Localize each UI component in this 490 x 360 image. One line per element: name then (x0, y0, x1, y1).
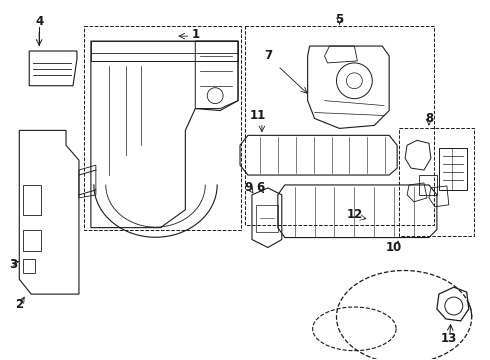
Text: 1: 1 (191, 28, 199, 41)
Bar (23, 260, 35, 273)
Text: 10: 10 (386, 241, 402, 254)
Bar (23, 230, 41, 251)
Text: 7: 7 (264, 49, 272, 63)
Bar (399, 129, 474, 235)
Text: 13: 13 (441, 332, 457, 345)
Bar (84, 26, 241, 230)
Text: 3: 3 (9, 258, 17, 271)
Text: 4: 4 (35, 15, 43, 28)
Text: 12: 12 (346, 208, 363, 221)
Text: 2: 2 (15, 297, 24, 311)
Text: 9: 9 (245, 181, 253, 194)
Text: 6: 6 (256, 181, 264, 194)
Bar (245, 26, 434, 225)
Text: 11: 11 (250, 109, 266, 122)
Bar (439, 148, 467, 190)
Text: 5: 5 (335, 13, 343, 26)
Text: 8: 8 (425, 112, 433, 125)
Bar (23, 185, 41, 215)
